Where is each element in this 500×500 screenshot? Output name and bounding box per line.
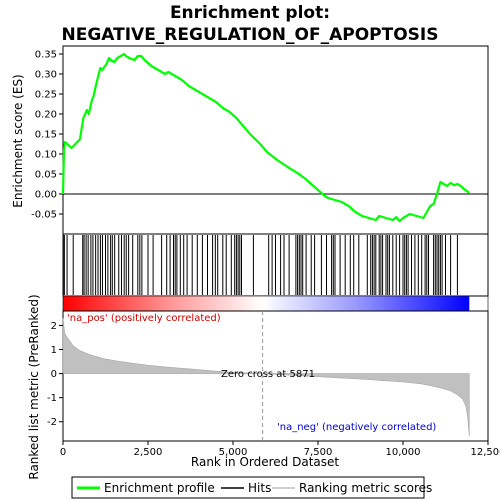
es-y-tick-label: -0.05: [31, 210, 57, 221]
ranking-metric-area: [62, 318, 470, 437]
es-panel: -0.05 0.00 0.05 0.10 0.15 0.20 0.25 0.30 0.35: [31, 45, 489, 235]
metric-y-tick-label: 0: [51, 369, 57, 380]
metric-panel: -2 -1 0 1 2: [47, 310, 489, 442]
legend: Enrichment profile Hits Ranking metric s…: [71, 476, 432, 499]
x-tick-label: 12,500: [471, 447, 500, 458]
x-axis: 0 2,500 5,000 7,500 10,000 12,500: [60, 441, 500, 458]
metric-axis-label: Ranked list metric (PreRanked): [27, 294, 41, 479]
x-tick-label: 10,000: [386, 447, 421, 458]
es-y-tick-label: 0.35: [35, 50, 57, 61]
es-y-tick-label: 0.00: [35, 190, 57, 201]
x-tick-label: 0: [60, 447, 66, 458]
zero-cross-label: Zero cross at 5871: [221, 369, 315, 380]
x-tick-label: 5,000: [219, 447, 248, 458]
es-y-tick-label: 0.30: [35, 70, 57, 81]
x-axis-label: Rank in Ordered Dataset: [191, 455, 339, 469]
es-y-tick-label: 0.10: [35, 150, 57, 161]
chart-title-line2: NEGATIVE_REGULATION_OF_APOPTOSIS: [61, 25, 438, 45]
es-y-tick-label: 0.25: [35, 90, 57, 101]
metric-y-tick-label: 2: [51, 321, 57, 332]
colorbar-fill: [63, 296, 470, 311]
es-plot-frame: [62, 45, 489, 235]
rank-colorbar: [62, 295, 489, 312]
neg-correlated-label: 'na_neg' (negatively correlated): [277, 422, 436, 433]
enrichment-profile-line: [61, 52, 470, 223]
x-tick-label: 7,500: [304, 447, 333, 458]
es-y-tick-label: 0.20: [35, 110, 57, 121]
metric-y-tick-label: 1: [51, 345, 57, 356]
es-y-tick-label: 0.05: [35, 170, 57, 181]
x-tick-label: 2,500: [134, 447, 163, 458]
metric-y-tick-label: -1: [47, 393, 57, 404]
legend-enrichment-label: Enrichment profile: [104, 481, 215, 495]
legend-box: [71, 476, 425, 499]
legend-metric-label: Ranking metric scores: [299, 481, 432, 495]
legend-hits-label: Hits: [248, 481, 271, 495]
es-axis-label: Enrichment score (ES): [11, 74, 25, 207]
es-y-tick-label: 0.15: [35, 130, 57, 141]
chart-title-line1: Enrichment plot:: [170, 3, 330, 23]
hits-panel: [62, 233, 489, 297]
metric-y-tick-label: -2: [47, 417, 57, 428]
pos-correlated-label: 'na_pos' (positively correlated): [67, 313, 221, 324]
